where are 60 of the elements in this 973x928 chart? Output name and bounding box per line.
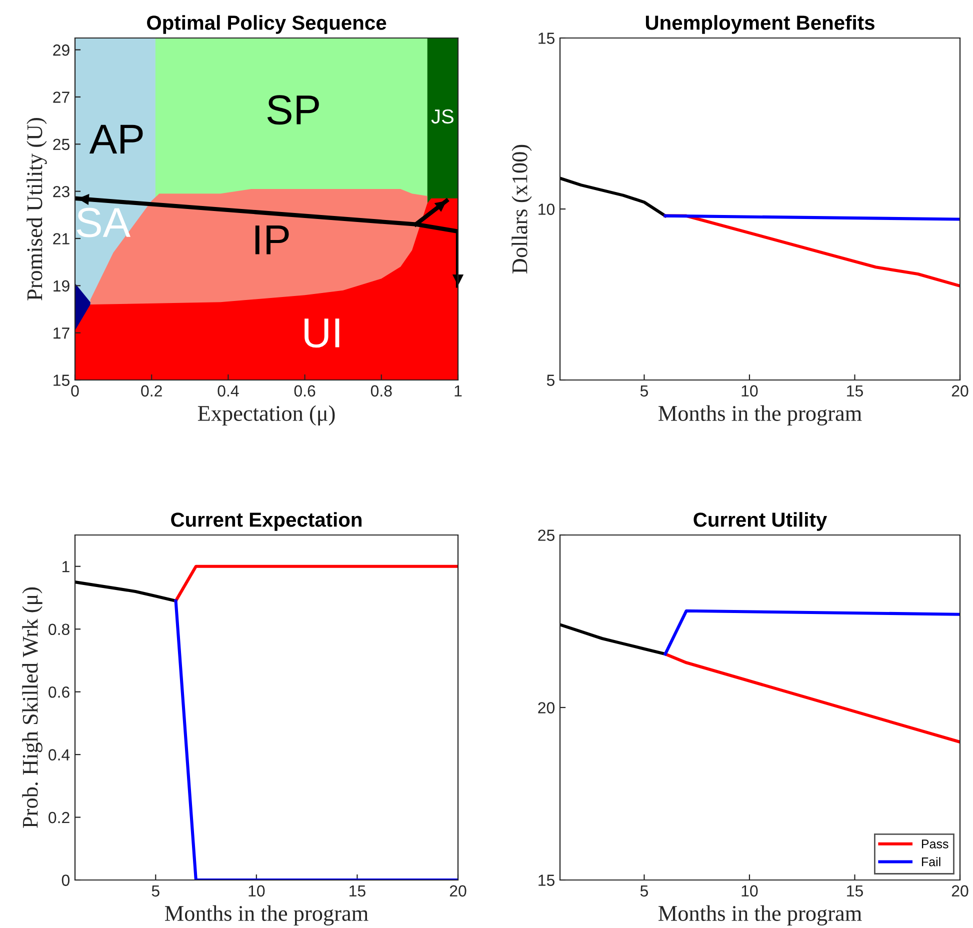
x-axis-title: Months in the program xyxy=(658,405,862,426)
y-tick-label: 27 xyxy=(53,92,70,103)
y-tick-label: 17 xyxy=(54,328,70,339)
series-label: JS xyxy=(431,109,454,124)
x-axis-title: Expectation (μ) xyxy=(198,405,335,426)
x-tick-label: 10 xyxy=(742,385,758,397)
line-series xyxy=(560,623,667,656)
annotation: SA xyxy=(76,208,130,238)
x-tick-label: 5 xyxy=(640,385,648,397)
y-tick-label: 23 xyxy=(53,186,70,198)
y-tick-label: 15 xyxy=(54,374,70,386)
x-tick-label: 0 xyxy=(71,385,79,397)
series-label: SP xyxy=(267,95,319,125)
y-axis-title: Promised Utility (U) xyxy=(26,118,47,300)
x-tick-label: 15 xyxy=(847,885,863,897)
series-label: AP xyxy=(89,124,143,154)
y-tick-label: 19 xyxy=(54,280,70,292)
x-tick-label: 1 xyxy=(454,385,462,396)
x-tick-label: 5 xyxy=(152,885,160,897)
chart-title: Current Utility xyxy=(694,512,828,531)
x-tick-label: 0.2 xyxy=(141,385,162,397)
y-tick-label: 15 xyxy=(538,874,554,886)
x-tick-label: 20 xyxy=(450,885,466,897)
chart-title: Current Expectation xyxy=(171,512,362,531)
y-tick-label: 21 xyxy=(53,233,70,244)
line-series xyxy=(75,580,178,602)
x-tick-label: 0.6 xyxy=(294,385,316,397)
series-label: IP xyxy=(255,226,289,254)
y-tick-label: 0.6 xyxy=(48,686,70,698)
y-axis-title: Prob. High Skilled Wrk (μ) xyxy=(22,587,42,828)
series-label: UI xyxy=(304,318,340,348)
x-tick-label: 15 xyxy=(350,885,366,897)
x-tick-label: 20 xyxy=(952,885,968,897)
legend-label: Pass xyxy=(922,840,948,848)
y-tick-label: 25 xyxy=(538,530,554,541)
y-tick-label: 1 xyxy=(62,561,70,572)
y-tick-label: 15 xyxy=(538,32,554,44)
y-tick-label: 0.8 xyxy=(48,624,70,636)
y-axis-title: Dollars (x100) xyxy=(512,144,532,274)
y-tick-label: 0.4 xyxy=(48,749,70,760)
x-tick-label: 15 xyxy=(847,385,863,397)
line-series xyxy=(560,176,667,218)
x-tick-label: 10 xyxy=(742,885,758,897)
chart-title: Optimal Policy Sequence xyxy=(147,15,386,34)
y-tick-label: 10 xyxy=(538,204,555,215)
x-axis-title: Months in the program xyxy=(658,905,862,926)
x-axis-title: Months in the program xyxy=(164,905,368,926)
x-tick-label: 0.4 xyxy=(218,385,239,397)
x-tick-label: 5 xyxy=(640,885,648,897)
x-tick-label: 0.8 xyxy=(370,385,392,397)
legend-label: Fail xyxy=(922,857,940,866)
y-tick-label: 5 xyxy=(546,374,554,386)
y-tick-label: 29 xyxy=(53,44,70,56)
y-tick-label: 0.2 xyxy=(48,812,70,824)
y-tick-label: 20 xyxy=(538,702,555,714)
chart-title: Unemployment Benefits xyxy=(646,15,874,34)
x-tick-label: 20 xyxy=(952,385,968,397)
y-tick-label: 0 xyxy=(62,874,70,886)
x-tick-label: 10 xyxy=(248,885,265,897)
y-tick-label: 25 xyxy=(53,138,70,150)
